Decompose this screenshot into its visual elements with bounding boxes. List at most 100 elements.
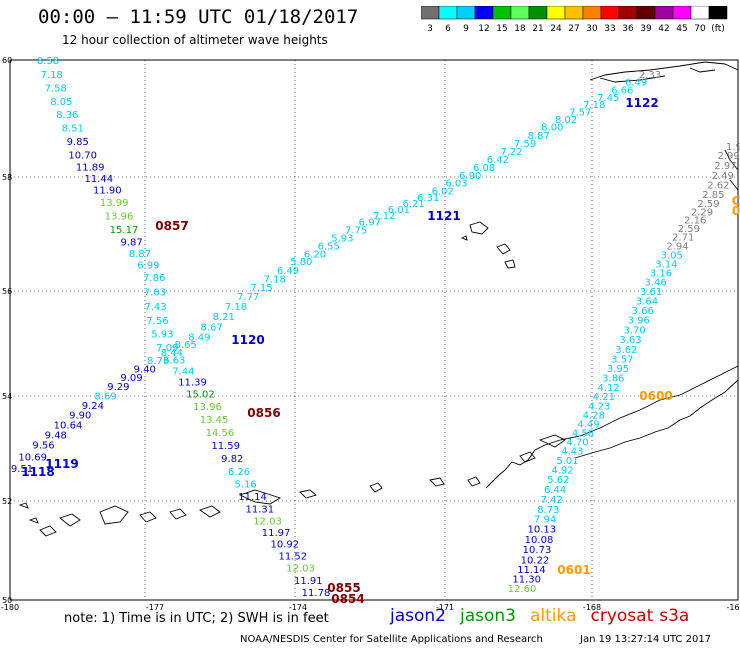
pass-time-label: 0854 bbox=[331, 592, 364, 606]
latitude-label: 50 bbox=[2, 596, 12, 605]
map-frame bbox=[9, 59, 739, 601]
wave-height-value: 9.09 bbox=[120, 373, 142, 384]
colorbar-label: 39 bbox=[640, 24, 652, 34]
wave-height-value: 4.92 bbox=[551, 465, 573, 476]
wave-height-value: 2.85 bbox=[702, 190, 724, 201]
wave-height-value: 7.94 bbox=[534, 515, 556, 526]
wave-height-value: 2.59 bbox=[697, 199, 719, 210]
wave-height-value: 3.64 bbox=[636, 296, 658, 307]
wave-height-value: 11.44 bbox=[84, 174, 113, 185]
wave-height-value: 7.18 bbox=[583, 100, 605, 111]
colorbar-label: 6 bbox=[445, 24, 451, 34]
pass-time-label: 1118 bbox=[21, 465, 54, 479]
longitude-label: -16 bbox=[726, 603, 739, 612]
wave-height-value: 11.90 bbox=[93, 186, 122, 197]
wave-height-value: 10.92 bbox=[270, 540, 299, 551]
wave-height-value: 7.43 bbox=[144, 302, 166, 313]
wave-height-value: 12.60 bbox=[508, 584, 537, 595]
wave-height-value: 15.17 bbox=[110, 225, 139, 236]
track-jason2-ascending: 9.5110.699.569.4810.649.909.248.699.299.… bbox=[11, 70, 661, 475]
wave-height-value: 8.69 bbox=[94, 392, 116, 403]
colorbar-label: 12 bbox=[478, 24, 489, 34]
wave-height-value: 8.00 bbox=[541, 123, 563, 134]
wave-height-value: 7.18 bbox=[264, 275, 286, 286]
wave-height-value: 3.70 bbox=[623, 325, 645, 336]
wave-height-value: 3.86 bbox=[602, 373, 624, 384]
wave-height-value: 3.66 bbox=[632, 306, 654, 317]
wave-height-value: 2.99 bbox=[717, 151, 739, 162]
wave-height-value: 5.01 bbox=[556, 456, 578, 467]
colorbar-label: 70 bbox=[694, 24, 706, 34]
wave-height-value: 12.03 bbox=[286, 564, 315, 575]
wave-height-value: 10.70 bbox=[68, 150, 97, 161]
wave-height-value: 10.22 bbox=[521, 555, 550, 566]
colorbar-label: 27 bbox=[568, 24, 579, 34]
pass-time-label: 1122 bbox=[625, 96, 658, 110]
map-subtitle: 12 hour collection of altimeter wave hei… bbox=[62, 33, 328, 47]
footnote: note: 1) Time is in UTC; 2) SWH is in fe… bbox=[64, 611, 329, 626]
wave-height-value: 3.16 bbox=[650, 268, 672, 279]
longitude-label: -174 bbox=[289, 603, 307, 612]
wave-height-value: 11.91 bbox=[294, 576, 323, 587]
wave-height-value: 6.99 bbox=[137, 261, 159, 272]
wave-height-value: 2.16 bbox=[684, 216, 706, 227]
coastline bbox=[18, 61, 739, 537]
wave-height-value: 8.02 bbox=[555, 115, 577, 126]
wave-height-value: 7.86 bbox=[143, 273, 165, 284]
wave-height-value: 6.08 bbox=[473, 163, 495, 174]
generated-timestamp: Jan 19 13:27:14 UTC 2017 bbox=[580, 634, 712, 645]
wave-height-value: 5.62 bbox=[547, 475, 569, 486]
wave-height-value: 2.94 bbox=[666, 241, 688, 252]
wave-height-value: 11.78 bbox=[302, 588, 331, 599]
wave-height-value: 15.02 bbox=[186, 390, 215, 401]
colorbar-label: 18 bbox=[514, 24, 526, 34]
colorbar-label: 36 bbox=[622, 24, 634, 34]
wave-height-value: 6.66 bbox=[611, 85, 633, 96]
wave-height-value: 6.42 bbox=[487, 155, 509, 166]
latitude-labels: 60 58 56 54 52 50 bbox=[2, 56, 12, 605]
wave-height-value: 2.33 bbox=[639, 70, 661, 81]
pass-time-label: 0856 bbox=[247, 406, 280, 420]
longitude-label: -177 bbox=[146, 603, 164, 612]
altimeter-tracks: 8.587.187.588.058.368.519.8510.7011.8911… bbox=[11, 56, 740, 599]
wave-height-value: 4.23 bbox=[588, 402, 610, 413]
wave-height-value: 11.89 bbox=[76, 163, 105, 174]
wave-height-value: 2.49 bbox=[712, 171, 734, 182]
wave-height-value: 11.14 bbox=[517, 565, 546, 576]
wave-height-value: 6.26 bbox=[228, 467, 250, 478]
colorbar-swatch bbox=[708, 6, 728, 20]
wave-height-value: 7.15 bbox=[250, 283, 272, 294]
wave-height-value: 4.49 bbox=[577, 420, 599, 431]
wave-height-value: 9.29 bbox=[107, 382, 129, 393]
colorbar-label: 24 bbox=[550, 24, 562, 34]
colorbar-label: 9 bbox=[463, 24, 469, 34]
wave-height-value: 8.67 bbox=[200, 322, 222, 333]
wave-height-value: 8.49 bbox=[188, 332, 210, 343]
wave-height-value: 6.44 bbox=[544, 485, 566, 496]
satellite-legend-s3a: s3a bbox=[659, 606, 690, 626]
colorbar-label: 3 bbox=[427, 24, 433, 34]
map-title: 00:00 – 11:59 UTC 01/18/2017 bbox=[38, 6, 359, 28]
wave-height-value: 7.44 bbox=[172, 367, 194, 378]
wave-height-value: 1.9 bbox=[726, 142, 740, 153]
wave-height-value: 7.09 bbox=[156, 343, 178, 354]
wave-height-value: 2.29 bbox=[691, 207, 713, 218]
pass-time-label: 0 bbox=[732, 204, 740, 218]
colorbar-label: 33 bbox=[604, 24, 615, 34]
pass-time-label: 0600 bbox=[639, 389, 672, 403]
wave-height-value: 9.40 bbox=[134, 365, 156, 376]
wave-height-value: 11.30 bbox=[512, 575, 541, 586]
wave-height-value: 11.52 bbox=[278, 552, 307, 563]
wave-height-value: 4.28 bbox=[583, 411, 605, 422]
wave-height-value: 6.90 bbox=[459, 171, 481, 182]
wave-height-value: 5.16 bbox=[234, 480, 256, 491]
latitude-label: 60 bbox=[2, 56, 12, 65]
wave-height-value: 7.45 bbox=[597, 93, 619, 104]
wave-height-value: 3.14 bbox=[655, 259, 677, 270]
wave-height-value: 8.73 bbox=[537, 505, 559, 516]
colorbar-label: 21 bbox=[532, 24, 543, 34]
wave-height-value: 6.97 bbox=[359, 217, 381, 228]
wave-height-value: 7.59 bbox=[514, 139, 536, 150]
wave-height-value: 2.71 bbox=[672, 233, 694, 244]
